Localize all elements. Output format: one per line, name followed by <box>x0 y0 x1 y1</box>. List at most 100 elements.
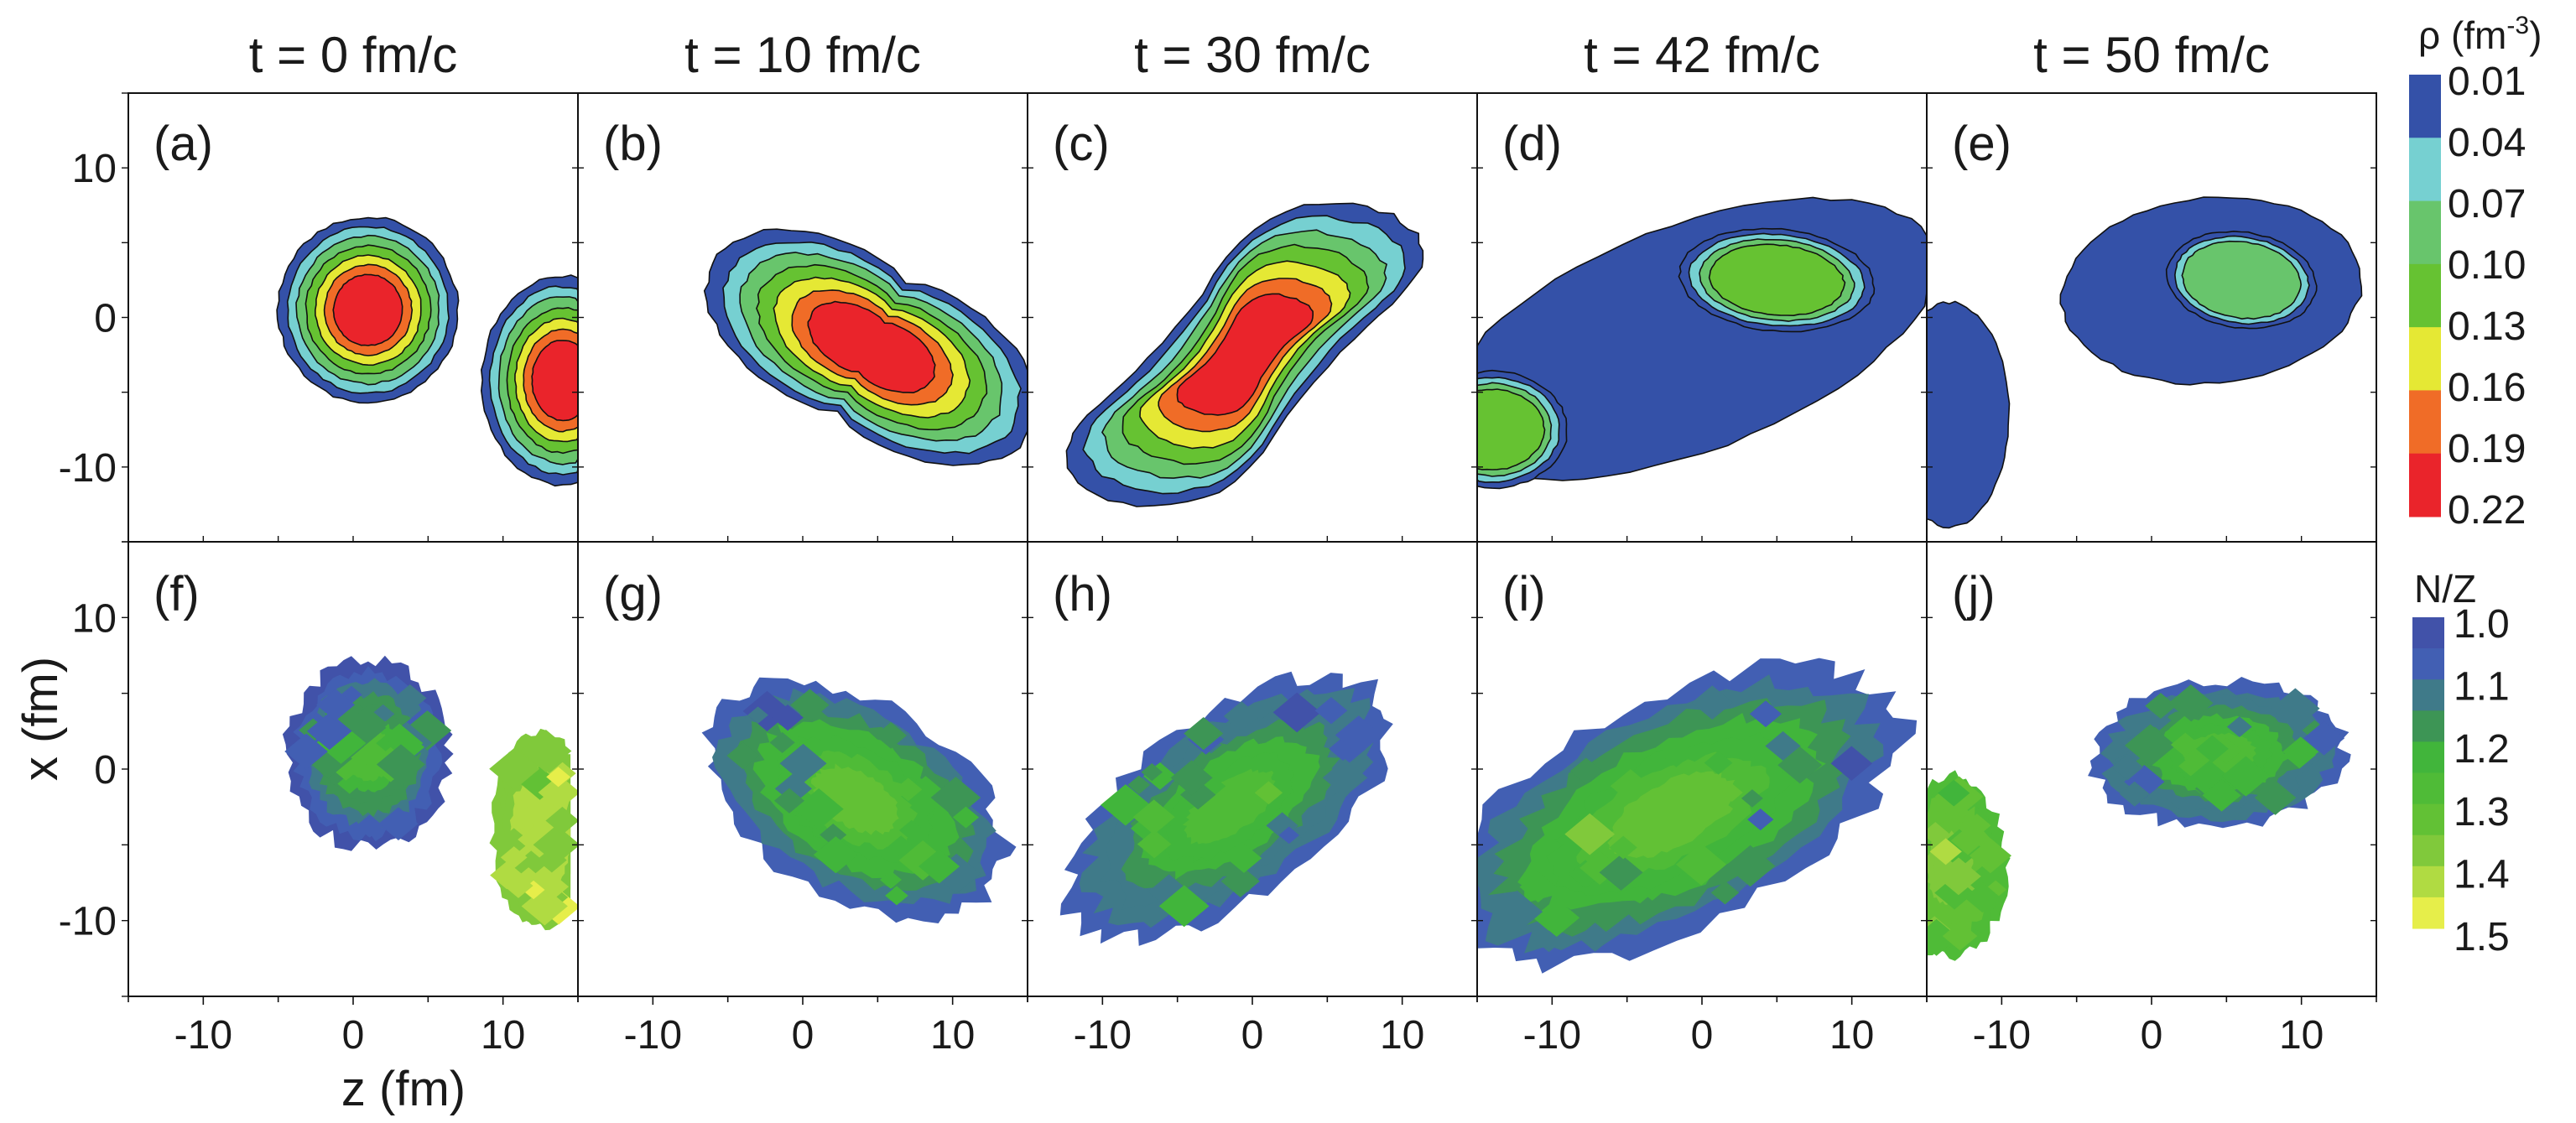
nz-patch <box>518 821 561 858</box>
nz-patch <box>769 731 795 753</box>
nz-patch <box>2271 688 2320 730</box>
nz-patch <box>1741 789 1763 808</box>
colorbar-tick-label: 0.22 <box>2448 488 2526 533</box>
nz-patch <box>2226 716 2252 738</box>
nz-patch <box>1322 758 1368 797</box>
contour-level-0.07 <box>2181 240 2302 320</box>
column-title: t = 10 fm/c <box>684 27 921 83</box>
colorbar-swatch <box>2412 866 2444 898</box>
nz-patch <box>2119 781 2150 807</box>
column-titles: t = 0 fm/c t = 10 fm/c t = 30 fm/c t = 42 f… <box>249 27 2270 83</box>
nz-patch <box>1927 918 1959 956</box>
nz-patch <box>1278 826 1300 845</box>
x-tick-label: -10 <box>624 1013 682 1058</box>
nz-patch <box>1938 779 1970 807</box>
x-tick-label: 10 <box>1829 1013 1874 1058</box>
column-title: t = 30 fm/c <box>1134 27 1371 83</box>
contour-level-0.19 <box>1176 293 1314 416</box>
colorbar-swatch <box>2409 453 2441 517</box>
contour-fill <box>276 216 578 487</box>
nz-patch <box>1710 881 1740 905</box>
nz-patch <box>1777 746 1823 784</box>
nz-patch <box>533 824 578 865</box>
colorbar-title: ρ (fm-3) <box>2418 12 2542 57</box>
nz-patch <box>1950 826 1985 855</box>
nz-patch <box>1964 882 2001 913</box>
nz-patch <box>2125 724 2176 767</box>
nz-patch <box>1929 838 1962 866</box>
colorbar-tick-label: 1.2 <box>2454 727 2510 772</box>
x-tick-label: 0 <box>792 1013 814 1058</box>
panel-c: (c) <box>1027 92 1478 543</box>
nz-patch <box>2168 684 2214 722</box>
nz-patch <box>1569 757 1603 785</box>
colorbar-title: N/Z <box>2414 567 2476 611</box>
nz-patch <box>1609 835 1637 860</box>
contour-fill <box>703 228 1028 466</box>
nz-patch <box>1143 762 1177 790</box>
colorbar-swatch <box>2412 834 2444 867</box>
nz-patch <box>1691 685 1733 720</box>
panel-i: (i) -10 0 10 <box>1476 541 1928 1058</box>
nz-patch <box>772 704 804 731</box>
x-tick-label: -10 <box>1523 1013 1581 1058</box>
panel-a: (a) -10 0 10 <box>59 92 579 543</box>
contour-fill <box>1065 202 1424 507</box>
nz-patch <box>2187 760 2233 798</box>
nz-patch <box>489 747 540 790</box>
x-tick-label: -10 <box>174 1013 232 1058</box>
x-tick-label: 10 <box>1380 1013 1424 1058</box>
nz-patch <box>1747 808 1774 831</box>
x-tick-label: 10 <box>930 1013 975 1058</box>
nz-patch <box>345 706 388 742</box>
contour-fill <box>1927 677 2351 961</box>
nz-patch <box>1942 921 1978 951</box>
nz-patch <box>1830 746 1873 781</box>
nz-patch <box>875 722 908 749</box>
y-axis-label: x (fm) <box>13 657 68 781</box>
x-tick-label: 0 <box>1241 1013 1264 1058</box>
axis-labels: x (fm) z (fm) <box>13 657 466 1116</box>
nz-patch <box>1491 890 1543 933</box>
nz-patch <box>1314 697 1348 725</box>
x-tick-label: -10 <box>1074 1013 1132 1058</box>
y-tick-label: 0 <box>94 297 117 341</box>
nz-patch <box>1170 760 1213 796</box>
contour-fill <box>282 655 578 931</box>
panel-label: (a) <box>154 117 213 171</box>
nz-patch <box>2254 780 2297 815</box>
colorbar-tick-label: 1.4 <box>2454 852 2510 897</box>
nz-patch <box>1194 772 1226 800</box>
colorbar-swatch <box>2412 617 2444 649</box>
y-tick-label: -10 <box>59 900 117 944</box>
nz-patch <box>500 846 528 869</box>
nz-patch <box>1226 843 1262 873</box>
contour-fill <box>1927 196 2363 529</box>
colorbar-swatch <box>2412 648 2444 680</box>
nz-patch <box>794 788 844 830</box>
nz-patch <box>1969 838 2012 874</box>
nz-patch <box>1141 762 1163 782</box>
nz-patch <box>520 729 572 772</box>
nz-patch <box>393 684 427 712</box>
nz-patch <box>284 733 328 770</box>
nz-patch <box>952 806 980 829</box>
nz-patch <box>1720 783 1743 802</box>
colorbar-tick-label: 1.3 <box>2454 790 2510 834</box>
colorbar-tick-label: 0.07 <box>2448 182 2526 226</box>
colorbar-swatch <box>2409 327 2441 391</box>
nz-patch <box>1533 898 1580 938</box>
x-tick-label: 0 <box>1691 1013 1714 1058</box>
nz-patch <box>378 807 419 840</box>
nz-patch <box>1934 906 1957 925</box>
nz-patch <box>1519 871 1557 903</box>
panel-label: (f) <box>154 567 200 621</box>
colorbar-tick-label: 0.10 <box>2448 243 2526 288</box>
panel-label: (d) <box>1502 117 1562 171</box>
panel-b: (b) <box>577 92 1028 543</box>
nz-patch <box>1634 897 1662 920</box>
nz-patch <box>885 886 908 906</box>
panel-label: (c) <box>1053 117 1110 171</box>
nz-patch <box>747 706 768 724</box>
